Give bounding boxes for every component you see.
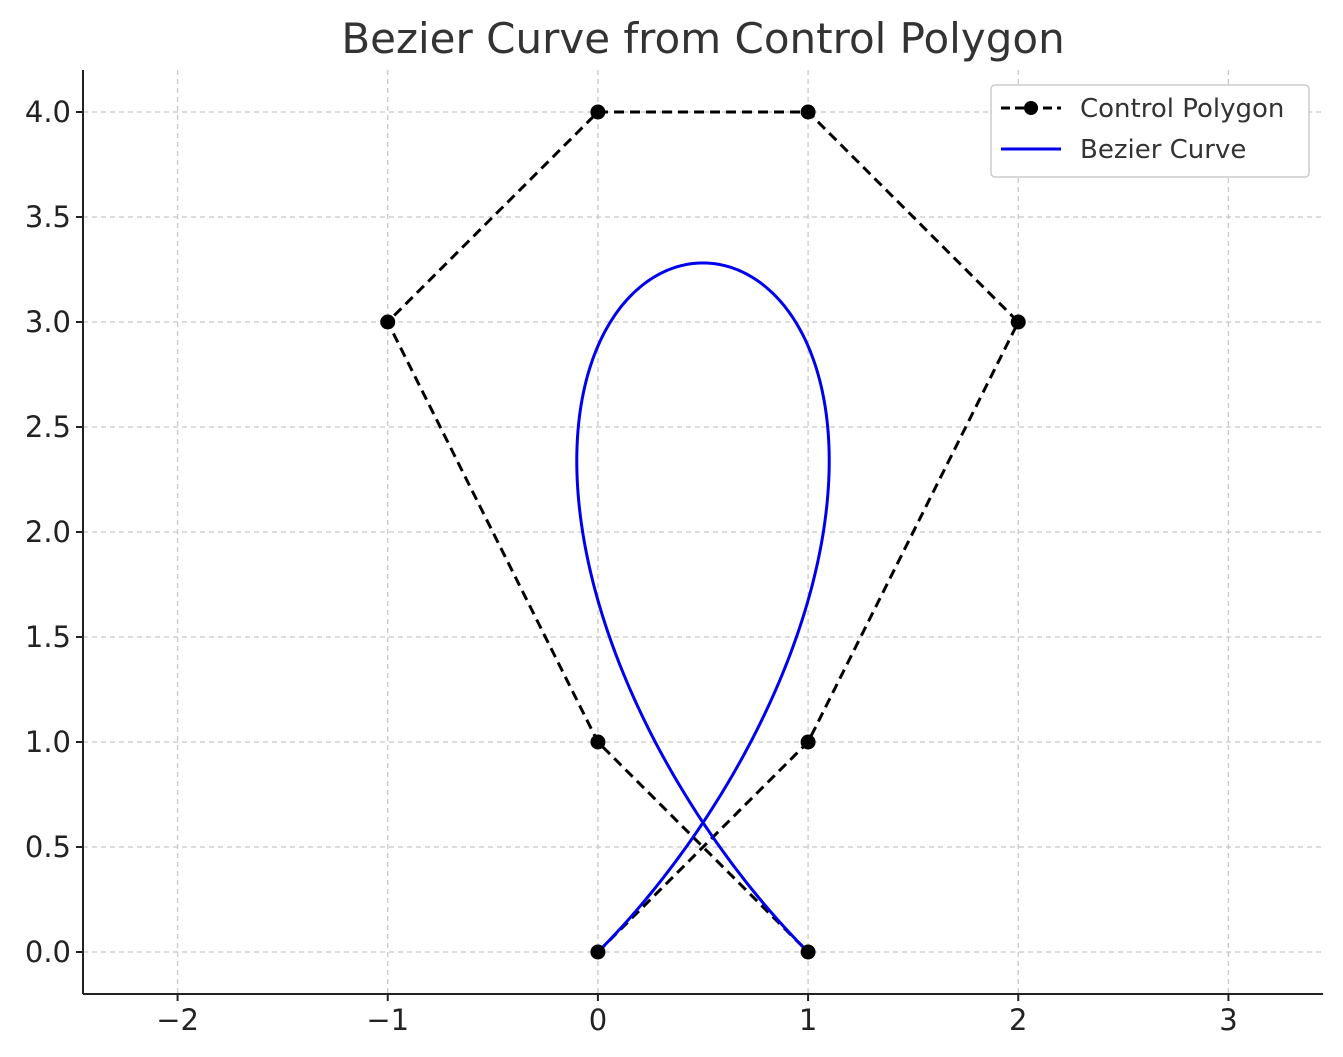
- control-polygon-line: [386, 110, 1020, 954]
- x-tick-label-0: −2: [156, 1003, 199, 1037]
- control-point-0: [590, 944, 606, 960]
- y-tick-label-3: 1.5: [25, 620, 71, 654]
- y-tick-label-5: 2.5: [25, 410, 71, 444]
- legend-control-polygon-marker: [1024, 101, 1038, 115]
- y-tick-label-6: 3.0: [25, 305, 71, 339]
- control-point-5: [380, 314, 396, 330]
- y-tick-label-4: 2.0: [25, 515, 71, 549]
- y-tick-label-7: 3.5: [25, 200, 71, 234]
- control-point-6: [590, 734, 606, 750]
- y-tick-label-2: 1.0: [25, 725, 71, 759]
- chart-title: Bezier Curve from Control Polygon: [341, 14, 1064, 63]
- bezier-curve-line: [575, 261, 831, 954]
- y-tick-label-8: 4.0: [25, 95, 71, 129]
- x-tick-label-5: 3: [1219, 1003, 1237, 1037]
- plot-area: [380, 104, 1026, 960]
- x-tick-label-3: 1: [799, 1003, 817, 1037]
- y-tick-label-0: 0.0: [25, 935, 71, 969]
- legend-box: [990, 84, 1310, 178]
- x-tick-label-4: 2: [1009, 1003, 1027, 1037]
- legend: Control Polygon Bezier Curve: [990, 84, 1310, 178]
- legend-label-control-polygon: Control Polygon: [1080, 94, 1284, 124]
- control-point-4: [590, 104, 606, 120]
- control-point-7: [800, 944, 816, 960]
- control-point-1: [800, 734, 816, 750]
- x-tick-label-1: −1: [366, 1003, 409, 1037]
- legend-label-bezier-curve: Bezier Curve: [1080, 135, 1246, 165]
- x-tick-label-2: 0: [589, 1003, 607, 1037]
- control-point-2: [1010, 314, 1026, 330]
- y-tick-label-1: 0.5: [25, 830, 71, 864]
- grid-lines: [83, 70, 1323, 994]
- tick-labels: −2 −1 0 1 2 3 0.0 0.5 1.0 1.5 2.0 2.5 3.0 3.5 4.0: [25, 95, 1238, 1037]
- axes: [76, 70, 1323, 1001]
- control-point-3: [800, 104, 816, 120]
